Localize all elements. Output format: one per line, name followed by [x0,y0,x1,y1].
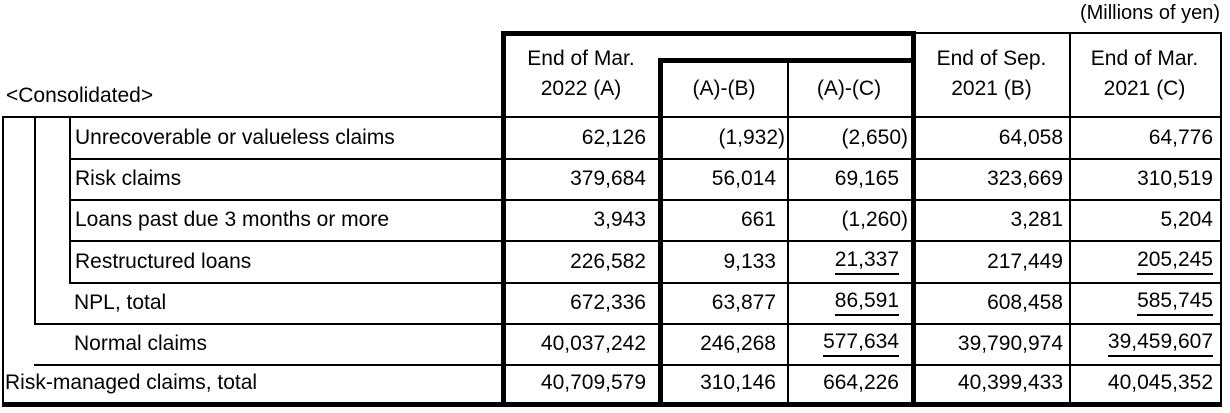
value-cell: 69,165 [834,166,899,190]
column-header-line: (A)-(B) [692,77,756,100]
row-label-risk-claims: Risk claims [75,166,182,190]
value-cell: 39,459,607 [1071,323,1213,364]
column-header-end-of-mar-2021-c: End of Mar. 2021 (C) [1071,34,1218,114]
column-header-a-minus-b: (A)-(B) [663,63,785,115]
value-cell: 64,058 [998,125,1063,149]
border-line [34,323,1222,325]
value-cell: (1,260) [841,207,908,231]
column-header-line: 2021 (B) [951,77,1032,100]
column-header-line: 2021 (C) [1103,77,1186,100]
border-line [911,32,1222,34]
value-cell: 310,519 [1137,166,1213,190]
value-cell: 9,133 [723,249,776,273]
value-cell: 40,037,242 [540,331,646,355]
units-note: (Millions of yen) [1079,1,1220,24]
border-line [501,31,506,407]
value-cell: 39,790,974 [957,331,1063,355]
value-cell: 379,684 [570,166,646,190]
border-line [1220,32,1222,407]
border-line [2,116,4,407]
value-cell: (2,650) [841,125,908,149]
value-cell: (1,932) [718,125,785,149]
value-cell: 3,281 [1010,207,1063,231]
border-line [69,158,1222,160]
row-label-normal-claims: Normal claims [74,331,208,355]
column-header-line: 2022 (A) [540,77,622,100]
value-cell: 226,582 [570,249,646,273]
value-cell: 577,634 [789,323,899,364]
column-header-line: End of Mar. [527,47,635,70]
value-cell: 217,449 [987,249,1063,273]
border-line [911,31,916,407]
value-cell: 661 [740,207,776,231]
column-header-line: (A)-(C) [816,77,882,100]
value-cell: 63,877 [711,290,776,314]
column-header-a-minus-c: (A)-(C) [789,63,909,115]
border-line [69,116,71,284]
border-line [69,282,1222,284]
value-cell: 56,014 [711,166,776,190]
value-cell: 310,146 [700,371,776,394]
border-line [2,402,1222,407]
value-cell: 40,045,352 [1107,371,1213,394]
border-line [501,31,916,36]
value-cell: 323,669 [987,166,1063,190]
value-cell: 664,226 [823,371,899,394]
row-label-unrecoverable-claims: Unrecoverable or valueless claims [75,125,395,149]
value-cell: 64,776 [1148,125,1213,149]
value-cell: 62,126 [581,125,646,149]
value-cell: 40,399,433 [957,371,1063,394]
row-label-loans-past-due: Loans past due 3 months or more [75,207,390,231]
value-cell: 40,709,579 [540,371,646,394]
column-header-end-of-mar-2022-a: End of Mar. 2022 (A) [506,34,656,114]
column-header-line: End of Mar. [1090,47,1199,70]
border-line [1069,32,1071,407]
value-cell: 672,336 [570,290,646,314]
value-cell: 585,745 [1071,282,1213,323]
border-line [34,364,1222,366]
value-cell: 608,458 [987,290,1063,314]
border-line [787,58,789,407]
value-cell: 5,204 [1160,207,1213,231]
border-line [69,240,1222,242]
border-line [34,116,36,325]
value-cell: 205,245 [1071,241,1213,282]
border-line [658,58,663,407]
value-cell: 21,337 [789,241,899,282]
value-cell: 3,943 [593,207,646,231]
border-line [2,116,1222,118]
consolidated-label: <Consolidated> [6,84,154,107]
value-cell: 246,268 [700,331,776,355]
border-line [69,199,1222,201]
column-header-line: End of Sep. [936,47,1047,70]
value-cell: 86,591 [789,282,899,323]
row-label-restructured-loans: Restructured loans [75,249,252,273]
row-label-npl-total: NPL, total [74,290,167,314]
column-header-end-of-sep-2021-b: End of Sep. 2021 (B) [916,34,1067,114]
row-label-risk-managed-total: Risk-managed claims, total [5,371,258,394]
